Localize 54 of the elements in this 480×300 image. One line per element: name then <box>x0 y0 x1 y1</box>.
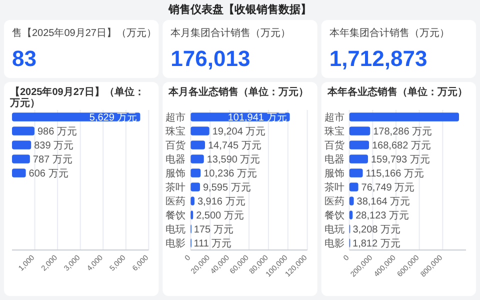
y-tick-label: 电玩 <box>324 224 344 236</box>
text: 83 <box>12 46 36 71</box>
y-tick-label: 餐饮 <box>324 210 344 222</box>
text: 1,712,873 <box>329 46 428 71</box>
data-label: 3,208 万元 <box>352 224 401 236</box>
y-tick-label: 珠宝 <box>324 126 344 138</box>
data-label: 3,916 万元 <box>197 196 246 208</box>
y-tick-label: 超市 <box>166 112 186 124</box>
text: 销售仪表盘【收银销售数据】 <box>168 3 312 16</box>
data-label: 76,749 万元 <box>361 182 415 194</box>
data-label: 10,236 万元 <box>204 168 257 180</box>
data-label: 5,629 万元 <box>89 112 138 124</box>
y-tick-label: 电器 <box>166 154 186 166</box>
y-tick-label: 医药 <box>166 196 186 208</box>
data-label: 115,166 万元 <box>366 168 424 180</box>
text: 本年集团合计销售（万元） <box>329 27 450 39</box>
data-label: 1,812 万元 <box>352 238 400 250</box>
y-tick-label: 餐饮 <box>166 210 186 222</box>
chart-title: 本年各业态销售（单位：万元） <box>326 86 468 98</box>
data-label: 168,682 万元 <box>372 140 431 152</box>
data-label: 9,595 万元 <box>202 182 251 194</box>
y-tick-label: 电玩 <box>166 224 186 236</box>
y-tick-label: 电器 <box>324 154 344 166</box>
chart-title: 本月各业态销售（单位：万元） <box>168 86 309 98</box>
data-label: 28,123 万元 <box>356 210 409 222</box>
text: 本月集团合计销售（万元） <box>170 27 291 39</box>
y-tick-label: 百货 <box>324 140 344 152</box>
data-label: 19,204 万元 <box>212 126 266 138</box>
data-label: 14,745 万元 <box>208 140 262 152</box>
data-label: 38,164 万元 <box>356 196 410 208</box>
data-label: 101,941 万元 <box>228 112 287 124</box>
data-label: 787 万元 <box>32 154 72 166</box>
text: 176,013 <box>170 46 250 71</box>
y-tick-label: 茶叶 <box>324 182 344 194</box>
y-tick-label: 百货 <box>166 140 186 152</box>
data-label: 159,793 万元 <box>370 154 430 166</box>
text: 售【2025年09月27日】（万元） <box>12 27 156 39</box>
chart-title: 【2025年09月27日】（单位：万元） <box>9 86 144 109</box>
data-label: 175 万元 <box>194 224 234 236</box>
data-label: 606 万元 <box>28 168 68 180</box>
data-label: 2,500 万元 <box>196 210 244 222</box>
y-tick-label: 服饰 <box>166 168 186 180</box>
y-tick-label: 医药 <box>324 196 344 208</box>
data-label: 178,286 万元 <box>373 126 432 138</box>
data-label: 111 万元 <box>194 238 232 250</box>
data-label: 13,590 万元 <box>206 154 260 166</box>
data-label: 839 万元 <box>34 140 74 152</box>
data-label: 986 万元 <box>37 126 77 138</box>
y-tick-label: 珠宝 <box>166 126 186 138</box>
y-tick-label: 电影 <box>324 238 344 250</box>
y-tick-label: 茶叶 <box>166 182 186 194</box>
y-tick-label: 服饰 <box>324 168 344 180</box>
y-tick-label: 电影 <box>166 238 186 250</box>
y-tick-label: 超市 <box>324 112 344 124</box>
